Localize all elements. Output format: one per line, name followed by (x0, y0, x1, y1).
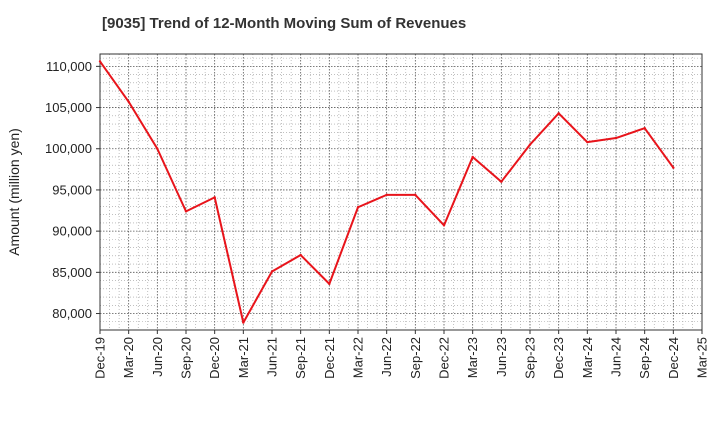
plot-area (100, 54, 702, 330)
data-point (557, 112, 560, 115)
y-axis-label: Amount (million yen) (6, 128, 22, 256)
data-point (213, 196, 216, 199)
x-tick-label: Mar-22 (351, 337, 366, 378)
data-point (356, 206, 360, 209)
data-point (270, 270, 274, 273)
data-point (184, 210, 188, 213)
data-point (299, 253, 302, 257)
y-tick-label: 95,000 (52, 182, 92, 197)
data-point (614, 136, 618, 140)
x-tick-label: Mar-25 (695, 337, 710, 378)
x-tick-label: Dec-19 (93, 337, 108, 379)
x-tick-label: Dec-22 (437, 337, 452, 379)
x-tick-label: Jun-21 (265, 337, 280, 377)
x-tick-label: Sep-23 (523, 337, 538, 379)
x-tick-label: Sep-21 (293, 337, 308, 379)
y-tick-label: 105,000 (45, 100, 92, 115)
chart-title: [9035] Trend of 12-Month Moving Sum of R… (102, 15, 467, 32)
x-tick-label: Dec-23 (551, 337, 566, 379)
data-point (414, 193, 417, 197)
x-tick-label: Jun-24 (609, 337, 624, 377)
y-tick-label: 90,000 (52, 224, 92, 239)
data-point (328, 282, 331, 286)
x-tick-label: Mar-20 (121, 337, 136, 378)
x-tick-label: Jun-20 (150, 337, 165, 377)
x-tick-label: Jun-22 (379, 337, 394, 377)
data-point (127, 100, 130, 103)
x-tick-label: Mar-23 (465, 337, 480, 378)
x-tick-label: Sep-24 (637, 337, 652, 379)
data-point (156, 147, 159, 150)
data-point (242, 321, 245, 324)
data-point (500, 180, 503, 183)
x-tick-label: Mar-21 (236, 337, 251, 378)
data-point (98, 60, 102, 63)
y-tick-label: 80,000 (52, 306, 92, 321)
x-tick-label: Jun-23 (494, 337, 509, 377)
y-tick-label: 85,000 (52, 265, 92, 280)
data-point (586, 140, 589, 144)
y-tick-label: 100,000 (45, 141, 92, 156)
data-point (672, 166, 675, 169)
x-tick-label: Sep-20 (179, 337, 194, 379)
data-point (528, 143, 532, 146)
data-point (385, 193, 388, 197)
y-tick-label: 110,000 (46, 59, 92, 74)
data-point (442, 224, 446, 227)
x-tick-label: Dec-20 (207, 337, 222, 379)
data-point (471, 155, 474, 159)
x-tick-label: Mar-24 (580, 337, 595, 378)
data-point (643, 126, 646, 130)
x-tick-label: Dec-24 (666, 337, 681, 379)
x-tick-label: Dec-21 (322, 337, 337, 379)
x-tick-label: Sep-22 (408, 337, 423, 379)
plot-frame (99, 53, 703, 331)
